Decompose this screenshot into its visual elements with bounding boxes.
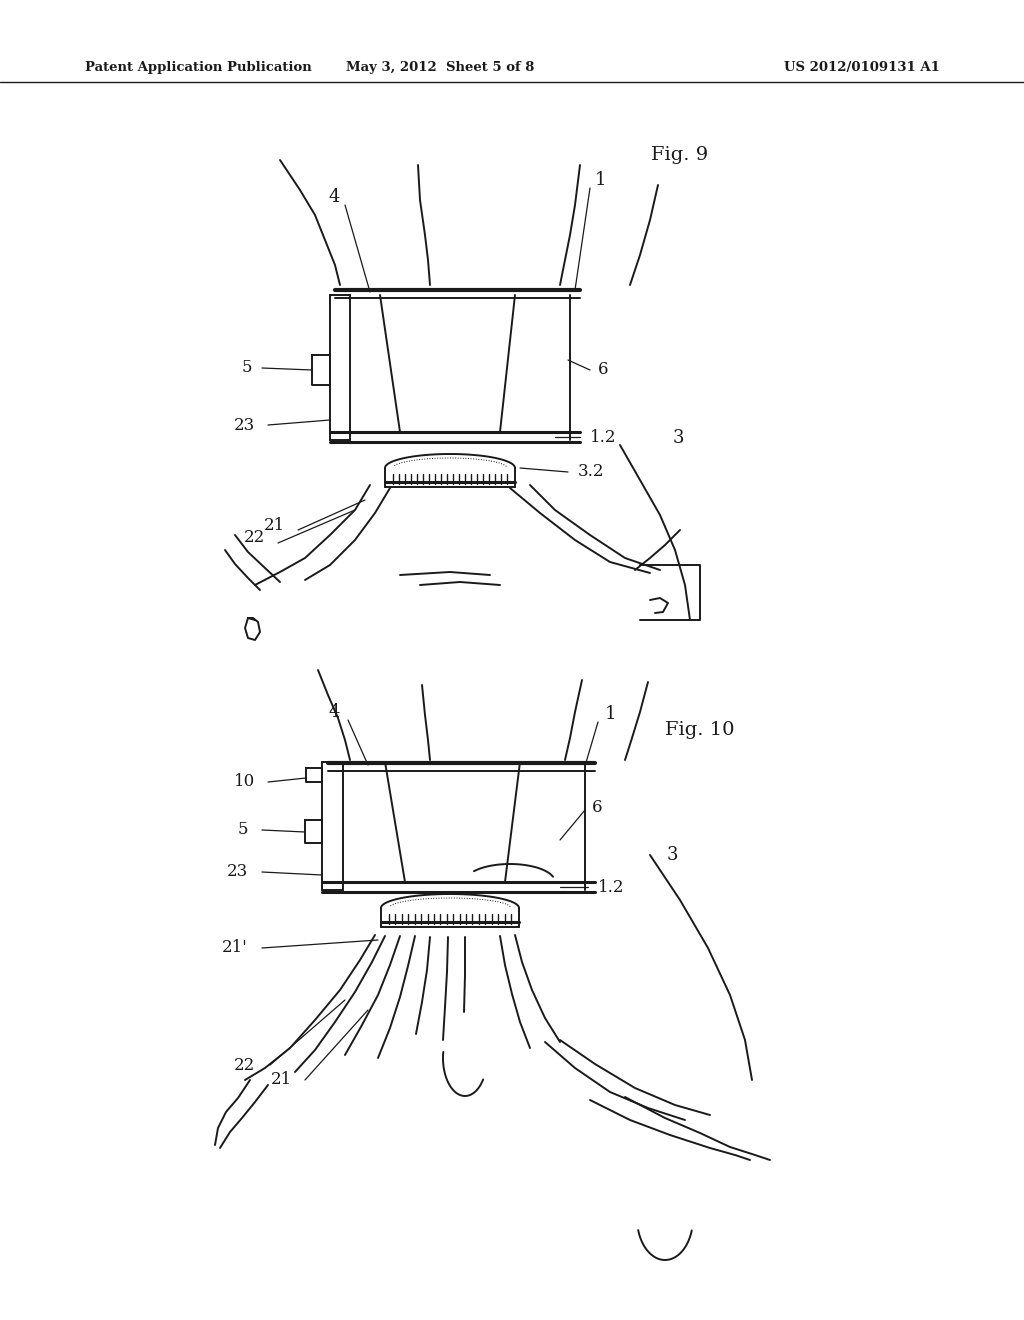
Text: 6: 6 bbox=[598, 362, 608, 379]
Text: Fig. 10: Fig. 10 bbox=[666, 721, 735, 739]
Text: 21: 21 bbox=[270, 1072, 292, 1089]
Text: 6: 6 bbox=[592, 800, 602, 817]
Text: 23: 23 bbox=[226, 863, 248, 880]
Text: 3.2: 3.2 bbox=[578, 463, 604, 480]
Text: 22: 22 bbox=[244, 529, 265, 546]
Text: 4: 4 bbox=[329, 704, 340, 721]
Text: US 2012/0109131 A1: US 2012/0109131 A1 bbox=[784, 62, 940, 74]
Text: May 3, 2012  Sheet 5 of 8: May 3, 2012 Sheet 5 of 8 bbox=[346, 62, 535, 74]
Text: 21': 21' bbox=[222, 940, 248, 957]
Text: 23: 23 bbox=[233, 417, 255, 433]
Text: 1.2: 1.2 bbox=[598, 879, 625, 895]
Text: 1.2: 1.2 bbox=[590, 429, 616, 446]
Text: 3: 3 bbox=[667, 846, 678, 865]
Text: 3: 3 bbox=[672, 429, 684, 447]
Text: 1: 1 bbox=[605, 705, 616, 723]
Text: 1: 1 bbox=[595, 172, 606, 189]
Text: Fig. 9: Fig. 9 bbox=[651, 147, 709, 164]
Text: Patent Application Publication: Patent Application Publication bbox=[85, 62, 311, 74]
Text: 10: 10 bbox=[233, 774, 255, 791]
Text: 4: 4 bbox=[329, 187, 340, 206]
Text: 5: 5 bbox=[242, 359, 252, 376]
Text: 22: 22 bbox=[233, 1056, 255, 1073]
Text: 21: 21 bbox=[264, 516, 285, 533]
Text: 5: 5 bbox=[238, 821, 248, 838]
